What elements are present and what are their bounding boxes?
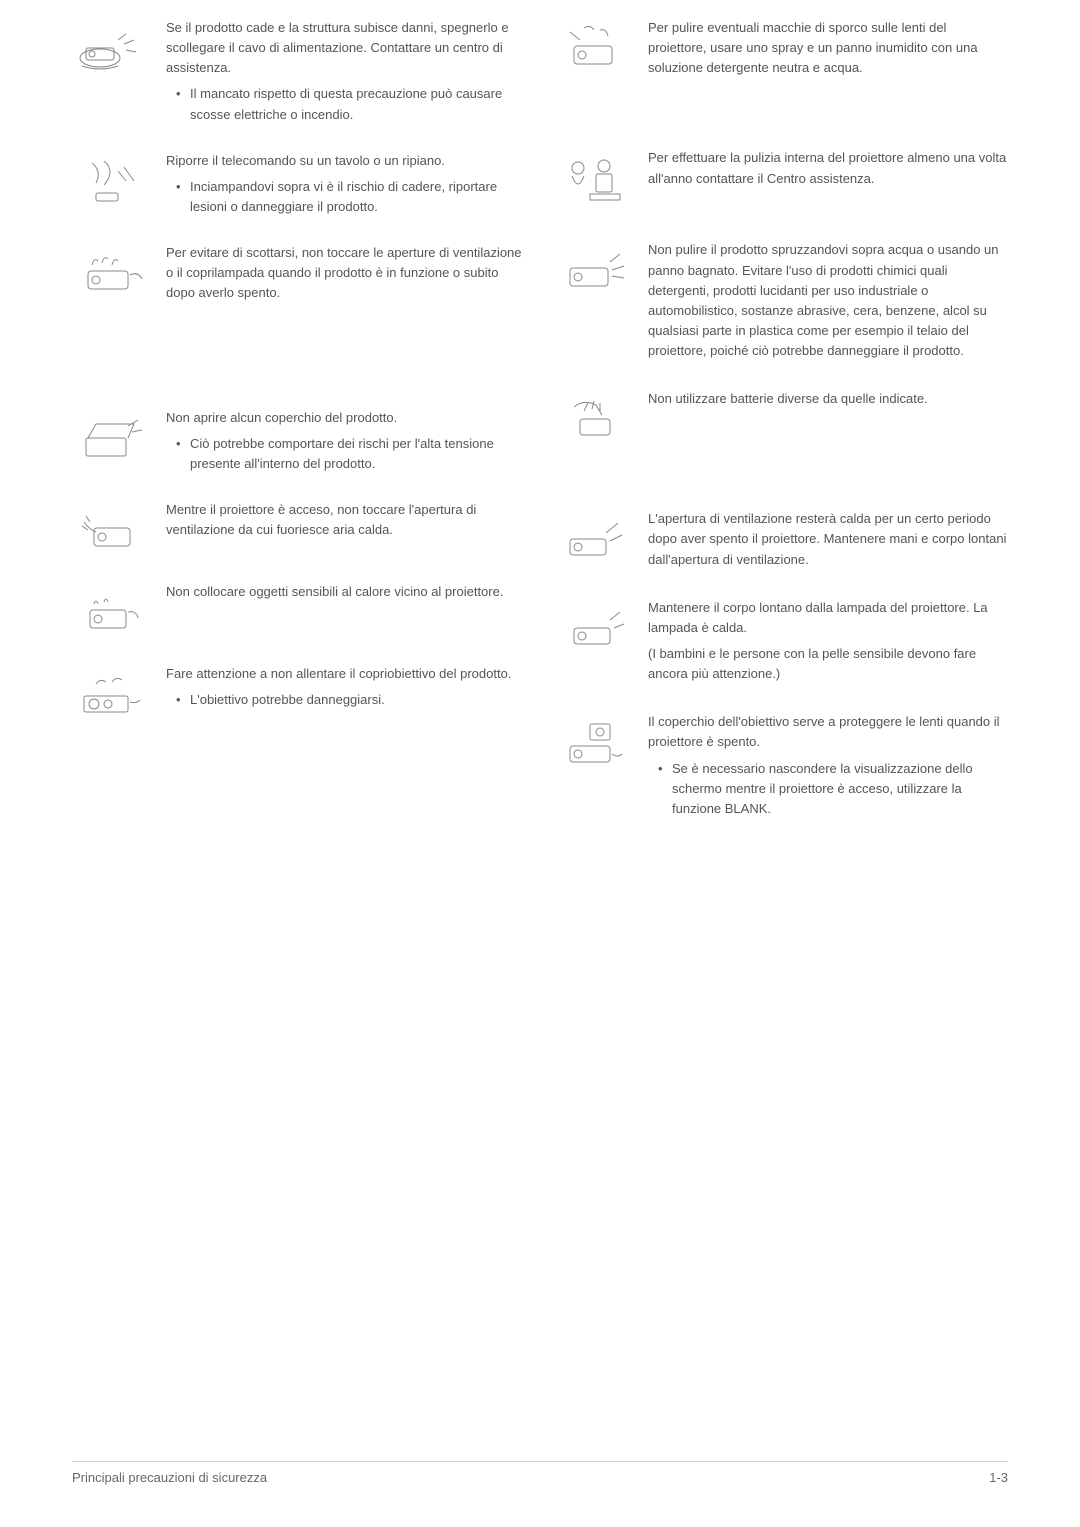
warning-item: Fare attenzione a non allentare il copri… — [72, 664, 526, 724]
bullet-item: Se è necessario nascondere la visualizza… — [658, 759, 1008, 819]
left-column: Se il prodotto cade e la struttura subis… — [72, 18, 526, 845]
warning-text: Fare attenzione a non allentare il copri… — [166, 664, 526, 724]
warning-body: Per pulire eventuali macchie di sporco s… — [648, 18, 1008, 78]
warning-body: Riporre il telecomando su un tavolo o un… — [166, 151, 526, 171]
warning-item: Non pulire il prodotto spruzzandovi sopr… — [554, 240, 1008, 367]
warning-item: Mantenere il corpo lontano dalla lampada… — [554, 598, 1008, 691]
warning-item: L'apertura di ventilazione resterà calda… — [554, 509, 1008, 575]
remote-trip-icon — [72, 151, 152, 211]
clean-lens-icon — [554, 18, 634, 78]
warning-item: Per evitare di scottarsi, non toccare le… — [72, 243, 526, 309]
lens-cover-icon — [554, 712, 634, 772]
warning-body: Non collocare oggetti sensibili al calor… — [166, 582, 526, 602]
warning-bullets: Se è necessario nascondere la visualizza… — [648, 759, 1008, 819]
warning-text: Se il prodotto cade e la struttura subis… — [166, 18, 526, 129]
warning-item: Il coperchio dell'obiettivo serve a prot… — [554, 712, 1008, 823]
warning-text: Non collocare oggetti sensibili al calor… — [166, 582, 526, 642]
warning-body: Mantenere il corpo lontano dalla lampada… — [648, 598, 1008, 638]
warning-text: Riporre il telecomando su un tavolo o un… — [166, 151, 526, 221]
footer-title: Principali precauzioni di sicurezza — [72, 1470, 267, 1485]
warning-item: Per effettuare la pulizia interna del pr… — [554, 148, 1008, 208]
warning-text: L'apertura di ventilazione resterà calda… — [648, 509, 1008, 575]
right-column: Per pulire eventuali macchie di sporco s… — [554, 18, 1008, 845]
warning-body: Per effettuare la pulizia interna del pr… — [648, 148, 1008, 188]
warning-text: Non pulire il prodotto spruzzandovi sopr… — [648, 240, 1008, 367]
warning-text: Per pulire eventuali macchie di sporco s… — [648, 18, 1008, 84]
warning-text: Mantenere il corpo lontano dalla lampada… — [648, 598, 1008, 691]
warning-item: Se il prodotto cade e la struttura subis… — [72, 18, 526, 129]
battery-icon — [554, 389, 634, 449]
warning-body: Non aprire alcun coperchio del prodotto. — [166, 408, 526, 428]
open-cover-icon — [72, 408, 152, 468]
lens-cap-loose-icon — [72, 664, 152, 724]
bullet-item: Ciò potrebbe comportare dei rischi per l… — [176, 434, 526, 474]
warning-text: Non aprire alcun coperchio del prodotto.… — [166, 408, 526, 478]
page-footer: Principali precauzioni di sicurezza 1-3 — [72, 1461, 1008, 1485]
warning-body: L'apertura di ventilazione resterà calda… — [648, 509, 1008, 569]
warning-item: Non collocare oggetti sensibili al calor… — [72, 582, 526, 642]
warning-body: Non pulire il prodotto spruzzandovi sopr… — [648, 240, 1008, 361]
hot-vent-icon — [72, 243, 152, 303]
warning-body: Fare attenzione a non allentare il copri… — [166, 664, 526, 684]
warning-item: Mentre il proiettore è acceso, non tocca… — [72, 500, 526, 560]
warning-text: Per effettuare la pulizia interna del pr… — [648, 148, 1008, 208]
warning-text: Mentre il proiettore è acceso, non tocca… — [166, 500, 526, 560]
warning-bullets: L'obiettivo potrebbe danneggiarsi. — [166, 690, 526, 710]
bullet-item: Inciampandovi sopra vi è il rischio di c… — [176, 177, 526, 217]
page-content: Se il prodotto cade e la struttura subis… — [0, 0, 1080, 845]
warning-item: Non utilizzare batterie diverse da quell… — [554, 389, 1008, 449]
warning-body: Mentre il proiettore è acceso, non tocca… — [166, 500, 526, 540]
warning-body: Il coperchio dell'obiettivo serve a prot… — [648, 712, 1008, 752]
footer-page-number: 1-3 — [989, 1470, 1008, 1485]
warning-item: Non aprire alcun coperchio del prodotto.… — [72, 408, 526, 478]
warning-text: Per evitare di scottarsi, non toccare le… — [166, 243, 526, 309]
bullet-item: Il mancato rispetto di questa precauzion… — [176, 84, 526, 124]
service-person-icon — [554, 148, 634, 208]
warning-item: Per pulire eventuali macchie di sporco s… — [554, 18, 1008, 84]
two-column-layout: Se il prodotto cade e la struttura subis… — [72, 18, 1008, 845]
no-spray-icon — [554, 240, 634, 300]
warning-text: Non utilizzare batterie diverse da quell… — [648, 389, 1008, 449]
warning-body: Se il prodotto cade e la struttura subis… — [166, 18, 526, 78]
projector-drop-icon — [72, 18, 152, 78]
warning-text: Il coperchio dell'obiettivo serve a prot… — [648, 712, 1008, 823]
bullet-item: L'obiettivo potrebbe danneggiarsi. — [176, 690, 526, 710]
warning-bullets: Il mancato rispetto di questa precauzion… — [166, 84, 526, 124]
warning-bullets: Inciampandovi sopra vi è il rischio di c… — [166, 177, 526, 217]
warning-bullets: Ciò potrebbe comportare dei rischi per l… — [166, 434, 526, 474]
warning-body-extra: (I bambini e le persone con la pelle sen… — [648, 644, 1008, 684]
heat-objects-icon — [72, 582, 152, 642]
warning-item: Riporre il telecomando su un tavolo o un… — [72, 151, 526, 221]
vent-warm-icon — [554, 509, 634, 569]
lamp-hot-icon — [554, 598, 634, 658]
warning-body: Non utilizzare batterie diverse da quell… — [648, 389, 1008, 409]
warning-body: Per evitare di scottarsi, non toccare le… — [166, 243, 526, 303]
hot-air-touch-icon — [72, 500, 152, 560]
